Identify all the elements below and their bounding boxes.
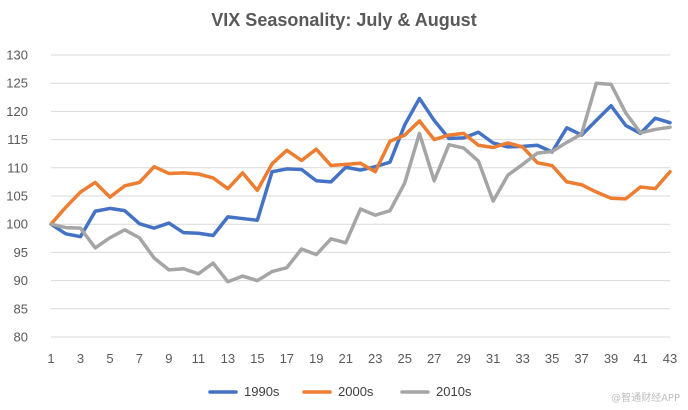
y-tick-label: 100 [6, 217, 28, 232]
x-tick-label: 1 [47, 351, 54, 366]
legend-item-2010s: 2010s [400, 384, 472, 399]
y-axis-ticks: 80 85 90 95 100 105 110 115 120 125 130 [6, 48, 28, 345]
y-tick-label: 105 [6, 189, 28, 204]
series-line-2000s [49, 119, 672, 226]
x-tick-label: 15 [250, 351, 264, 366]
y-tick-label: 85 [14, 301, 28, 316]
legend-label: 1990s [244, 384, 280, 399]
chart-title: VIX Seasonality: July & August [211, 10, 476, 30]
x-tick-label: 31 [486, 351, 500, 366]
y-tick-label: 130 [6, 48, 28, 63]
gridlines [51, 54, 670, 338]
x-tick-label: 43 [663, 351, 677, 366]
legend-label: 2010s [436, 384, 472, 399]
x-tick-label: 35 [545, 351, 559, 366]
series-lines [49, 81, 672, 284]
y-tick-label: 125 [6, 76, 28, 91]
legend: 1990s 2000s 2010s [208, 384, 472, 399]
legend-item-2000s: 2000s [302, 384, 374, 399]
series-line-1990s [49, 96, 672, 239]
y-tick-label: 115 [7, 132, 28, 147]
series-line-2010s [49, 81, 672, 284]
y-tick-label: 90 [14, 273, 28, 288]
x-tick-label: 21 [339, 351, 353, 366]
x-tick-label: 19 [309, 351, 323, 366]
legend-label: 2000s [338, 384, 374, 399]
x-tick-label: 27 [427, 351, 441, 366]
x-tick-label: 5 [106, 351, 113, 366]
y-tick-label: 110 [7, 160, 28, 175]
x-tick-label: 39 [604, 351, 618, 366]
y-tick-label: 120 [6, 104, 28, 119]
x-axis-ticks: 1 3 5 7 9 11 13 15 17 19 21 23 25 27 29 31 33 35 37 39 41 43 [47, 351, 677, 366]
x-tick-label: 3 [77, 351, 84, 366]
x-tick-label: 17 [280, 351, 294, 366]
x-tick-label: 41 [633, 351, 647, 366]
watermark-text: @智通财经APP [611, 391, 680, 404]
x-tick-label: 25 [397, 351, 411, 366]
y-tick-label: 95 [14, 245, 28, 260]
x-tick-label: 23 [368, 351, 382, 366]
x-tick-label: 11 [192, 351, 206, 366]
x-tick-label: 29 [456, 351, 470, 366]
x-tick-label: 37 [574, 351, 588, 366]
legend-item-1990s: 1990s [208, 384, 280, 399]
x-tick-label: 33 [515, 351, 529, 366]
x-tick-label: 7 [136, 351, 143, 366]
y-tick-label: 80 [14, 330, 28, 345]
x-tick-label: 9 [165, 351, 172, 366]
x-tick-label: 13 [221, 351, 235, 366]
